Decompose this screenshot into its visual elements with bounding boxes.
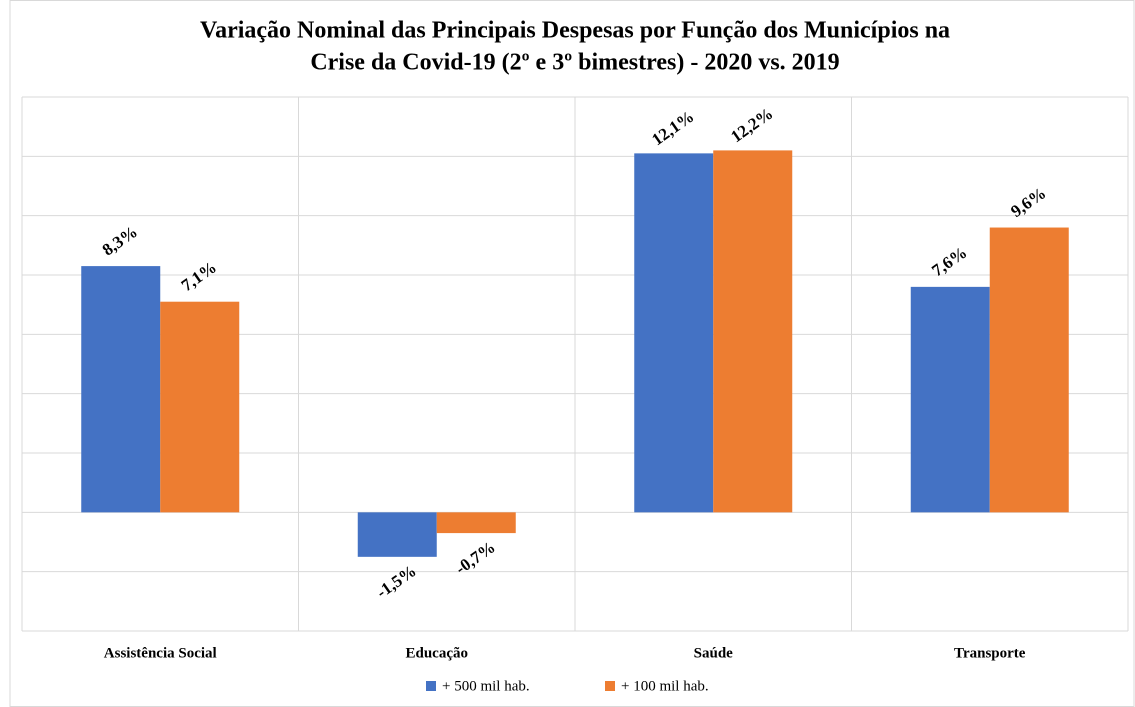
bar	[989, 227, 1069, 513]
bar	[910, 286, 990, 513]
x-tick-label: Educação	[405, 645, 468, 661]
bar	[160, 301, 240, 513]
x-tick-label: Transporte	[954, 645, 1026, 661]
bar	[436, 512, 516, 534]
legend-label: + 100 mil hab.	[621, 678, 709, 694]
chart-title: Variação Nominal das Principais Despesas…	[200, 18, 950, 44]
legend-swatch	[605, 681, 615, 691]
bar	[81, 266, 161, 513]
bar	[713, 150, 793, 513]
x-tick-label: Saúde	[694, 645, 734, 661]
chart-title: Crise da Covid-19 (2º e 3º bimestres) - …	[310, 50, 839, 76]
x-tick-label: Assistência Social	[104, 645, 217, 661]
legend-label: + 500 mil hab.	[442, 678, 530, 694]
legend-swatch	[426, 681, 436, 691]
bar	[634, 153, 714, 513]
bar	[357, 512, 437, 557]
